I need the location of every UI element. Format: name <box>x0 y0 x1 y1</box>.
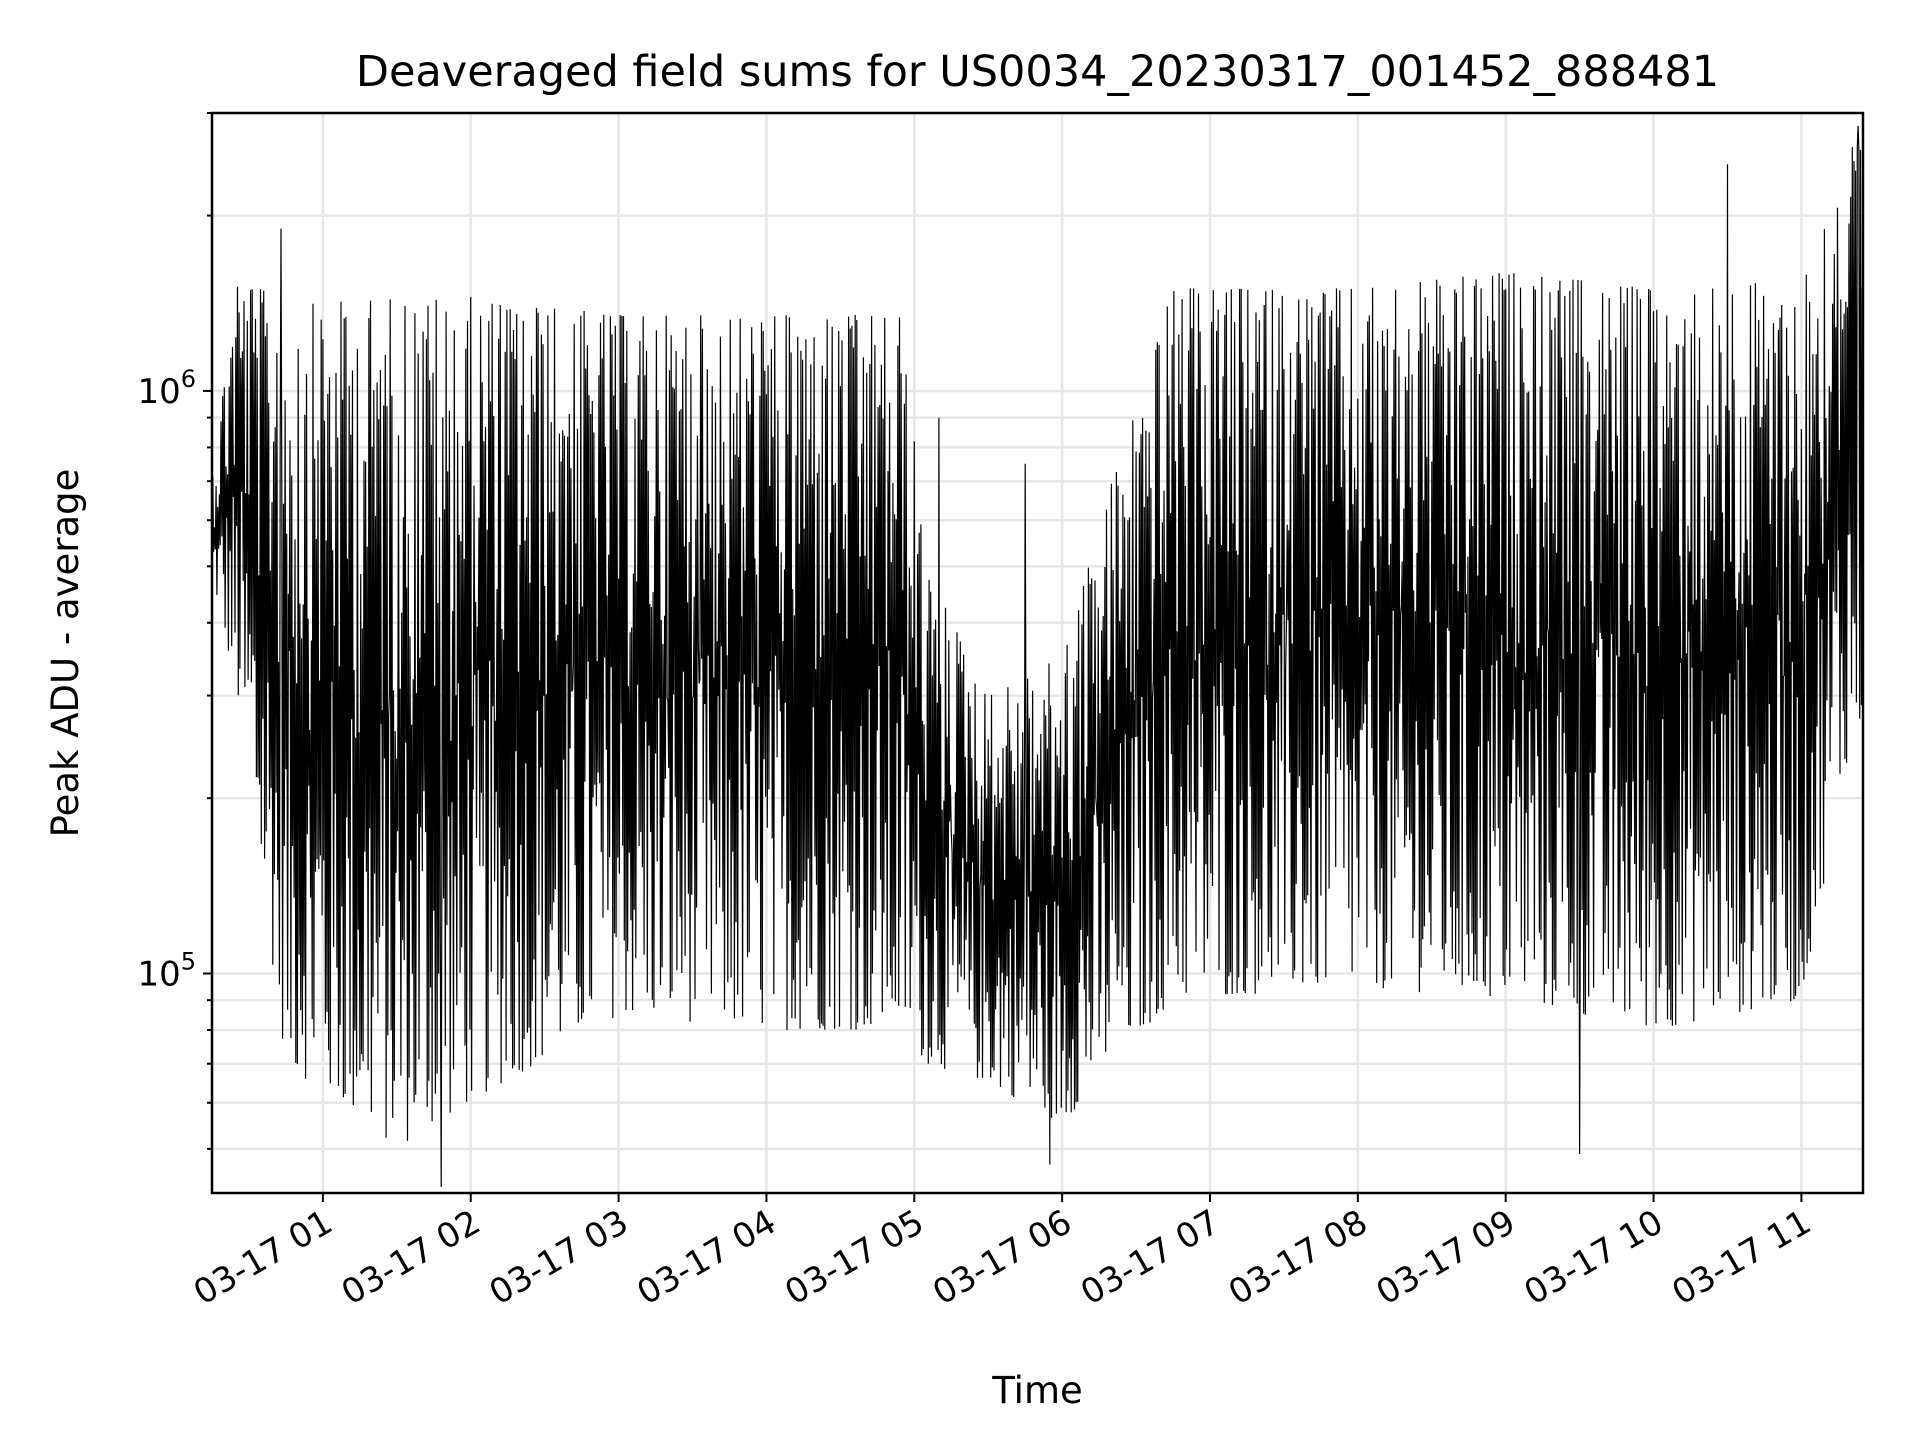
plot-area-frame <box>210 111 1865 1195</box>
series-line <box>211 125 1863 1188</box>
chart-title: Deaveraged field sums for US0034_2023031… <box>356 47 1719 97</box>
y-tick-label: 106 <box>137 365 196 412</box>
x-axis-label: Time <box>991 1369 1083 1412</box>
y-axis-label: Peak ADU - average <box>44 469 87 838</box>
data-series <box>211 125 1863 1188</box>
y-tick-label: 105 <box>137 948 196 995</box>
